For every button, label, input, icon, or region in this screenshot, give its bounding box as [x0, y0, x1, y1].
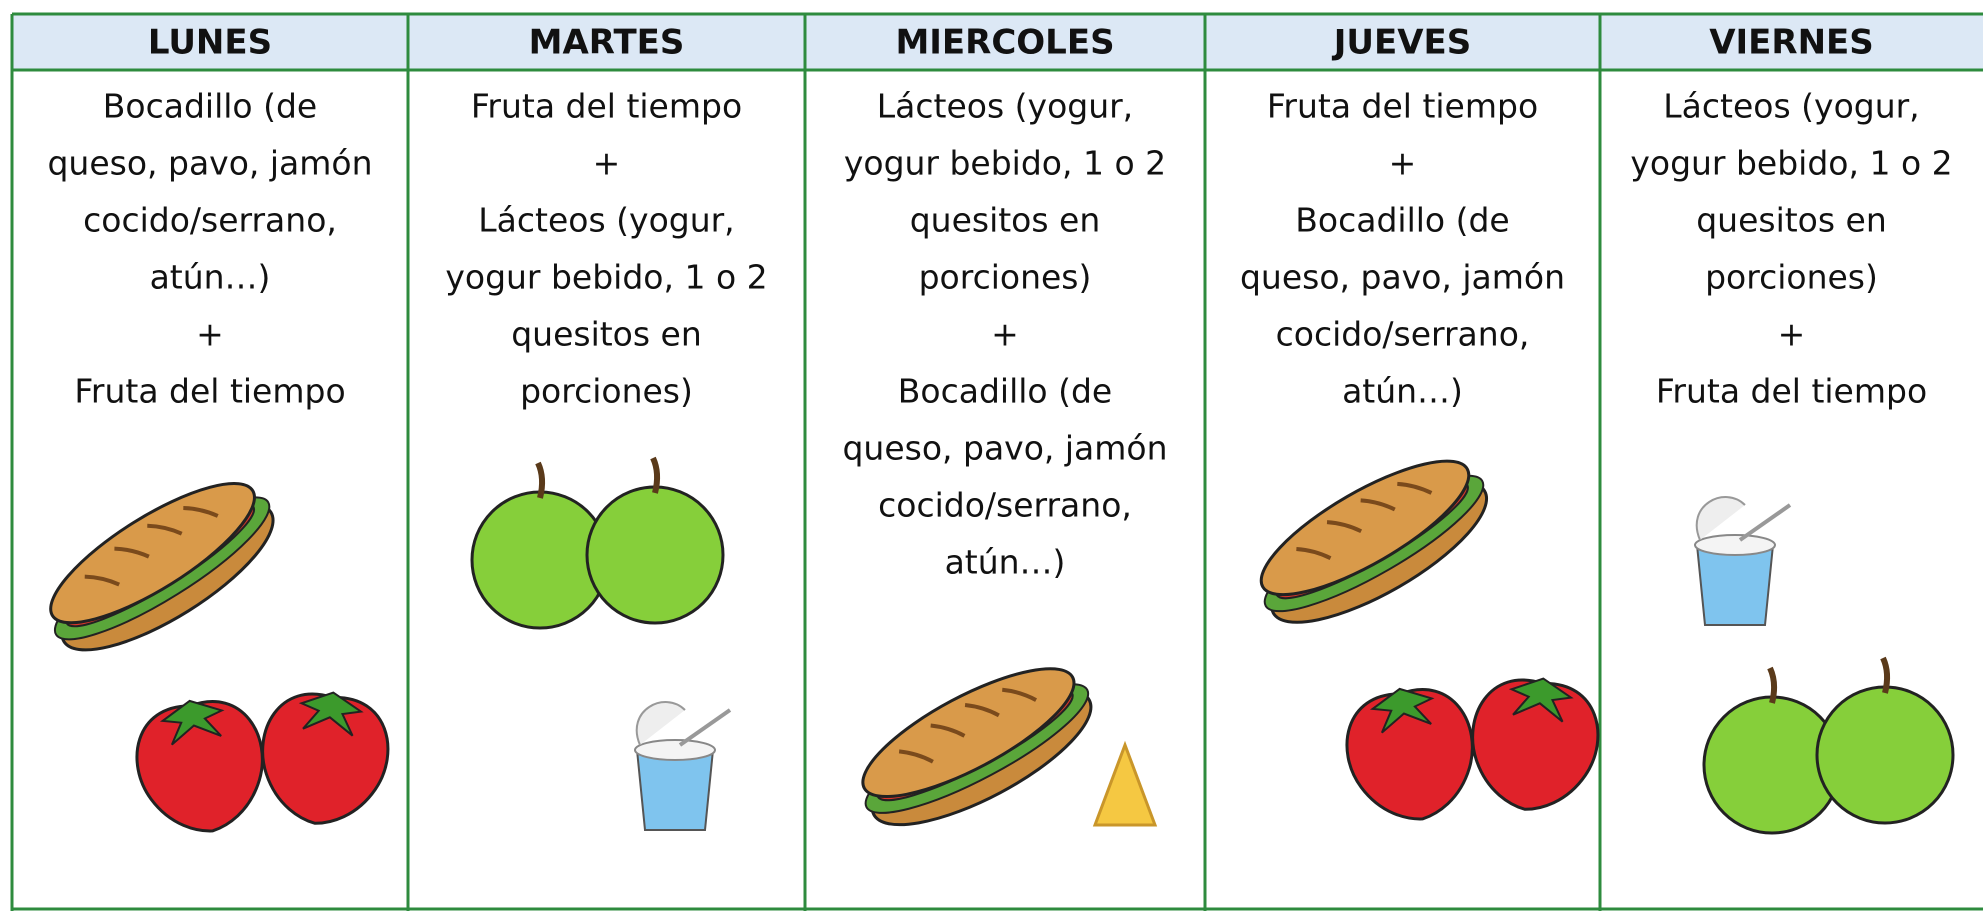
cell-line: porciones) — [1705, 258, 1878, 297]
strawberry — [126, 688, 276, 844]
cell-line: Lácteos (yogur, — [1663, 87, 1919, 126]
yogurt — [1693, 495, 1792, 627]
header-background — [12, 14, 1983, 70]
cell-line: Lácteos (yogur, — [478, 201, 734, 240]
cell-line: + — [991, 315, 1019, 354]
cell-line: cocido/serrano, — [83, 201, 337, 240]
texts: LUNES Bocadillo (de queso, pavo, jamón coci… — [47, 23, 1952, 582]
cell-line: porciones) — [520, 372, 693, 411]
cell-line: Bocadillo (de — [1295, 201, 1509, 240]
cell-line: cocido/serrano, — [1276, 315, 1530, 354]
strawberry — [1336, 676, 1486, 832]
sandwich — [25, 454, 297, 680]
cell-line: quesitos en — [910, 201, 1101, 240]
cell-line: quesitos en — [1696, 201, 1887, 240]
cell-line: Bocadillo (de — [898, 372, 1112, 411]
cheese — [1092, 740, 1158, 827]
cell-line: atún…) — [150, 258, 271, 297]
cell-line: queso, pavo, jamón — [1240, 258, 1565, 297]
strawberry — [1461, 668, 1607, 820]
cell-line: Fruta del tiempo — [471, 87, 742, 126]
cell-line: cocido/serrano, — [878, 486, 1132, 525]
cell-line: + — [1778, 315, 1806, 354]
cell-line: queso, pavo, jamón — [842, 429, 1167, 468]
yogurt — [633, 700, 732, 832]
cell-line: Fruta del tiempo — [1267, 87, 1538, 126]
cell-line: Fruta del tiempo — [1656, 372, 1927, 411]
column-header: MARTES — [529, 23, 685, 63]
cell-line: quesitos en — [511, 315, 702, 354]
apple — [1817, 658, 1953, 823]
cell-line: yogur bebido, 1 o 2 — [844, 144, 1166, 183]
column-header: VIERNES — [1709, 23, 1874, 63]
cell-line: Lácteos (yogur, — [877, 87, 1133, 126]
cell-line: porciones) — [919, 258, 1092, 297]
cell-line: + — [593, 144, 621, 183]
cell-line: Bocadillo (de — [103, 87, 317, 126]
strawberry — [251, 682, 397, 834]
column-header: JUEVES — [1332, 23, 1472, 63]
cell-line: + — [1389, 144, 1417, 183]
illustrations — [25, 432, 1953, 851]
cell-line: atún…) — [1342, 372, 1463, 411]
cell-line: + — [196, 315, 224, 354]
sandwich — [841, 642, 1111, 851]
cell-line: Fruta del tiempo — [74, 372, 345, 411]
grid — [10, 12, 1983, 911]
column-header: LUNES — [148, 23, 272, 63]
cell-line: queso, pavo, jamón — [47, 144, 372, 183]
cell-line: atún…) — [945, 543, 1066, 582]
apple — [587, 458, 723, 623]
cell-line: yogur bebido, 1 o 2 — [445, 258, 767, 297]
sandwich — [1236, 432, 1510, 652]
column-header: MIERCOLES — [895, 23, 1114, 63]
cell-line: yogur bebido, 1 o 2 — [1630, 144, 1952, 183]
